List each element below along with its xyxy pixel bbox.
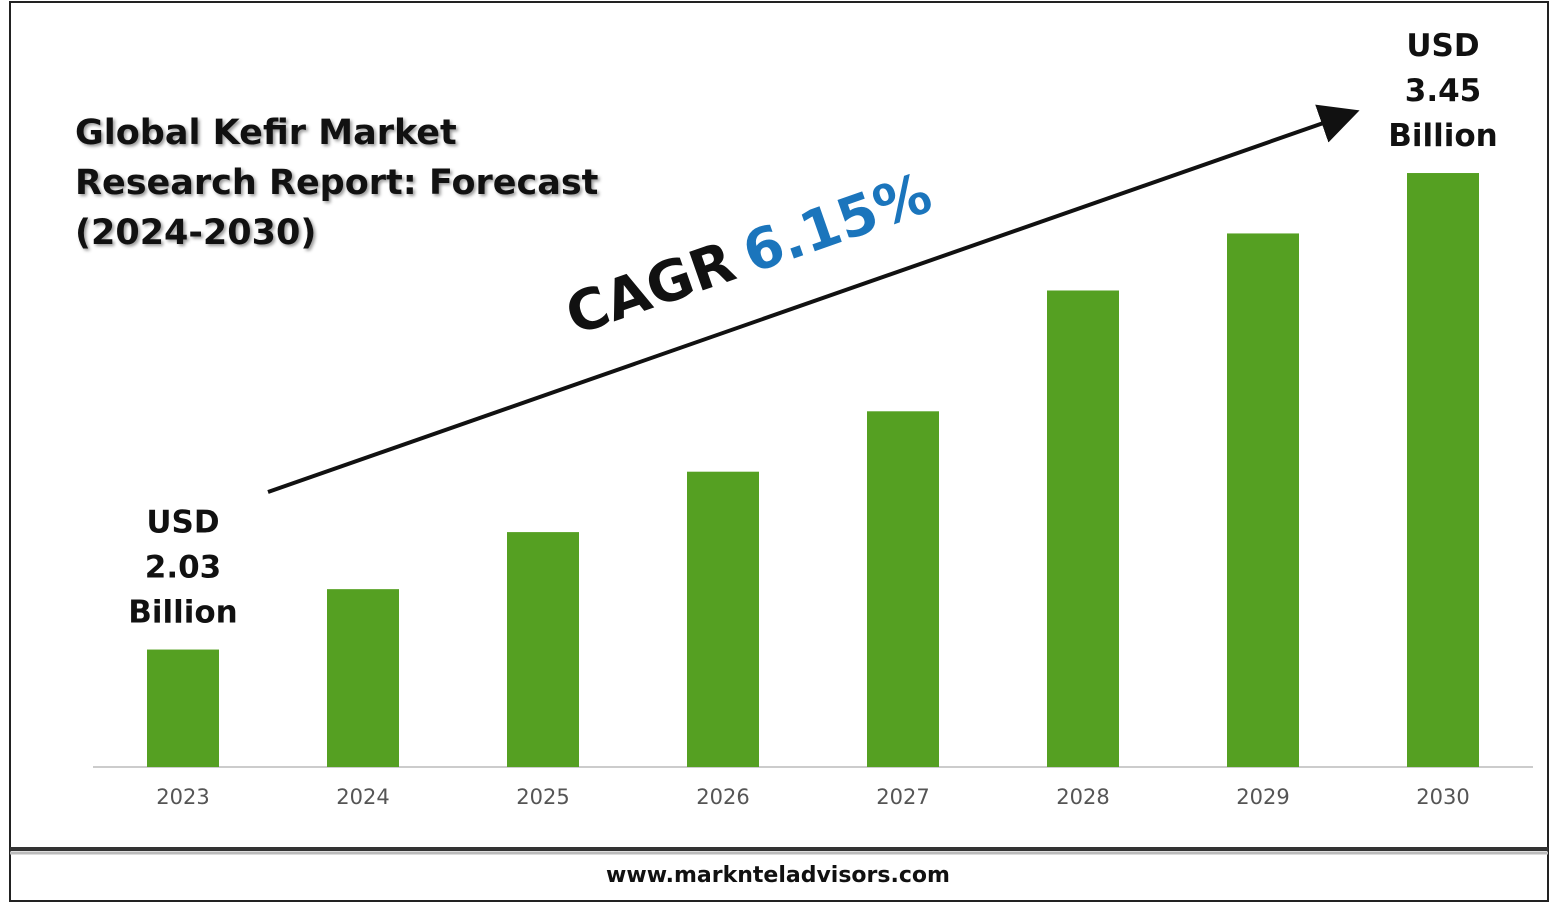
bar (1407, 173, 1479, 767)
data-label: USD 2.03 Billion (128, 504, 238, 630)
bar (507, 532, 579, 767)
x-tick-label: 2027 (876, 785, 929, 809)
bar (867, 411, 939, 767)
x-tick-label: 2029 (1236, 785, 1289, 809)
bar (327, 589, 399, 767)
x-tick-label: 2026 (696, 785, 749, 809)
bar (1047, 290, 1119, 767)
frame (9, 1, 1549, 902)
x-tick-label: 2025 (516, 785, 569, 809)
x-tick-label: 2030 (1416, 785, 1469, 809)
cagr-annotation: CAGR6.15% (558, 161, 940, 349)
bar (687, 471, 759, 767)
chart-title: Global Kefir Market Research Report: For… (75, 113, 599, 253)
bar (147, 649, 219, 767)
footer: www.marknteladvisors.com (606, 863, 950, 888)
bar (1227, 233, 1299, 767)
x-tick-label: 2023 (156, 785, 209, 809)
trend-arrow (267, 104, 1360, 494)
x-tick-label: 2024 (336, 785, 389, 809)
x-tick-label: 2028 (1056, 785, 1109, 809)
data-label: USD 3.45 Billion (1388, 28, 1498, 154)
